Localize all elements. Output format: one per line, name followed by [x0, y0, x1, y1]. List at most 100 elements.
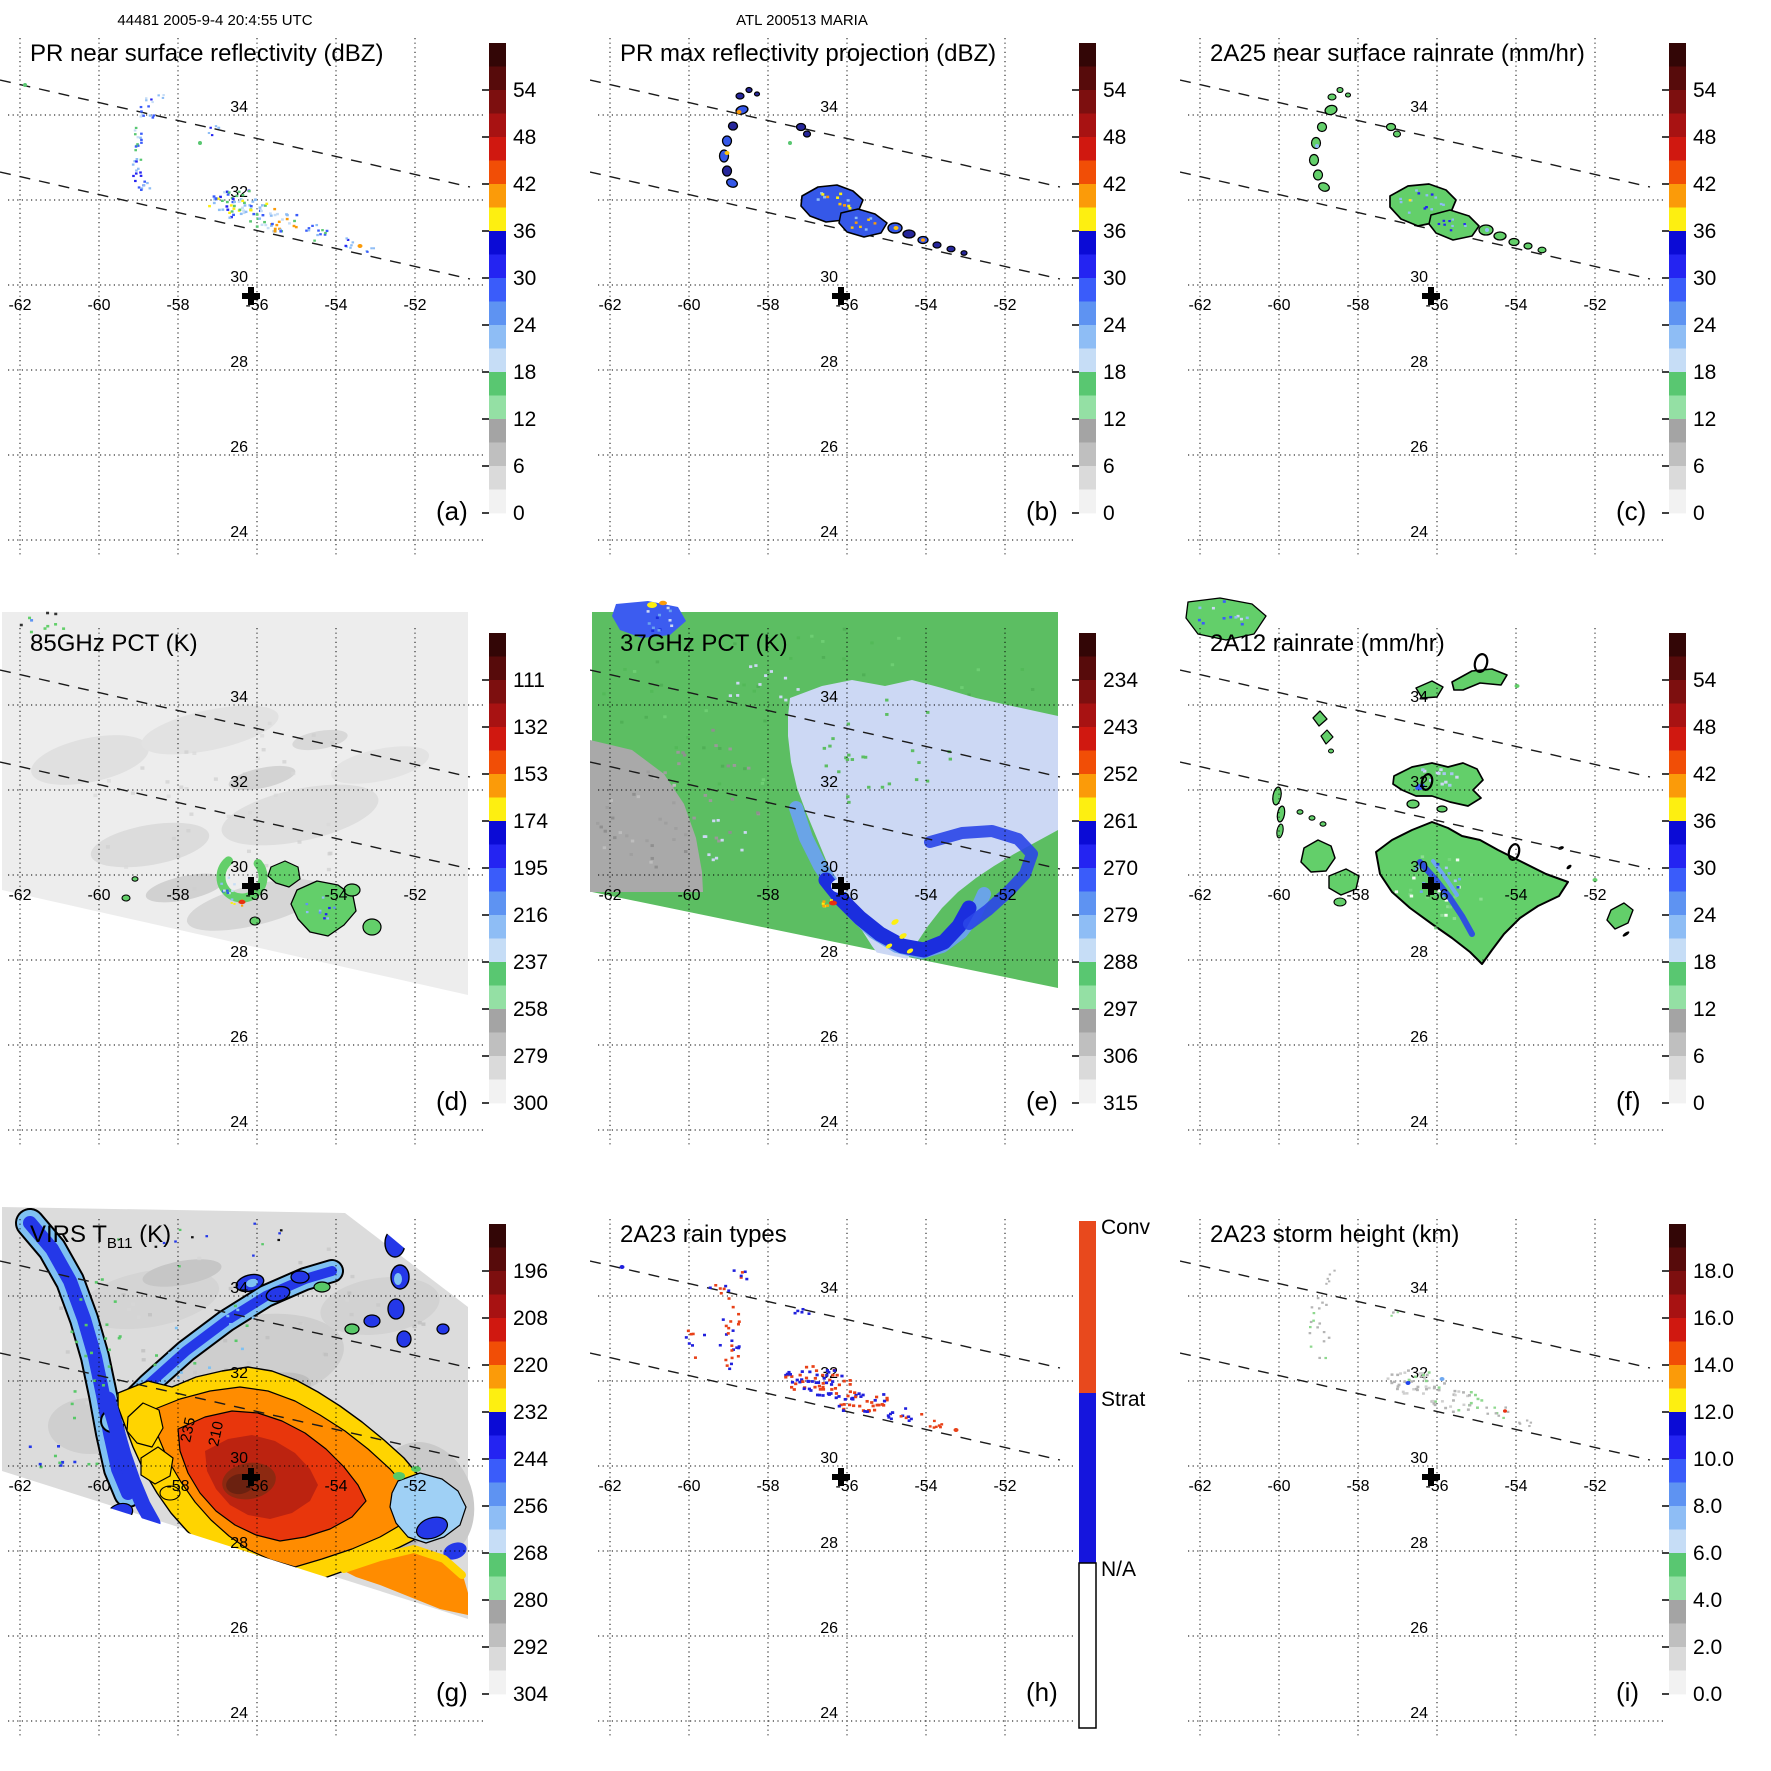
svg-text:24: 24 — [1693, 904, 1717, 927]
svg-text:-54: -54 — [1504, 887, 1527, 904]
svg-text:34: 34 — [820, 1280, 838, 1297]
svg-text:-52: -52 — [1583, 1478, 1606, 1495]
map-2a23-rain-types: -62-60-58-56-54-52343230282624ConvStratN… — [590, 1216, 1151, 1738]
svg-text:-58: -58 — [166, 297, 189, 314]
panel-title: 85GHz PCT (K) — [30, 630, 198, 657]
svg-text:297: 297 — [1103, 998, 1138, 1021]
svg-text:24: 24 — [513, 314, 537, 337]
svg-text:Strat: Strat — [1101, 1388, 1146, 1411]
svg-text:300: 300 — [513, 1092, 548, 1115]
svg-text:36: 36 — [1693, 810, 1716, 833]
svg-text:42: 42 — [1693, 173, 1716, 196]
svg-text:36: 36 — [1103, 220, 1126, 243]
svg-text:-54: -54 — [1504, 297, 1527, 314]
svg-text:54: 54 — [1103, 79, 1127, 102]
svg-text:-62: -62 — [8, 887, 31, 904]
svg-text:28: 28 — [230, 944, 248, 961]
svg-text:34: 34 — [820, 689, 838, 706]
svg-text:8.0: 8.0 — [1693, 1495, 1722, 1518]
svg-text:-62: -62 — [1188, 297, 1211, 314]
svg-text:-54: -54 — [324, 887, 347, 904]
svg-text:306: 306 — [1103, 1045, 1138, 1068]
svg-text:24: 24 — [1410, 1114, 1428, 1131]
svg-text:32: 32 — [230, 1365, 248, 1382]
svg-text:24: 24 — [1693, 314, 1717, 337]
svg-text:244: 244 — [513, 1448, 548, 1471]
svg-text:0: 0 — [1693, 502, 1705, 525]
svg-text:288: 288 — [1103, 951, 1138, 974]
svg-text:-58: -58 — [1346, 297, 1369, 314]
svg-text:-62: -62 — [8, 297, 31, 314]
svg-text:26: 26 — [1410, 439, 1428, 456]
svg-text:-52: -52 — [993, 297, 1016, 314]
panel-title: VIRS TB11 (K) — [30, 1221, 172, 1252]
map-2a25-rainrate: -62-60-58-56-54-523432302826245448423630… — [1180, 38, 1717, 557]
svg-text:261: 261 — [1103, 810, 1138, 833]
svg-text:24: 24 — [820, 1705, 838, 1722]
svg-text:28: 28 — [820, 354, 838, 371]
svg-text:32: 32 — [230, 774, 248, 791]
svg-text:-58: -58 — [1346, 1478, 1369, 1495]
svg-text:14.0: 14.0 — [1693, 1354, 1734, 1377]
svg-text:30: 30 — [230, 1450, 248, 1467]
svg-text:34: 34 — [230, 1280, 248, 1297]
svg-text:6: 6 — [1693, 455, 1705, 478]
panel-f: -62 -60 -58 -56 -54 -52 34 32 30 28 26 24 54 48 42 36 30… — [1180, 590, 1770, 1180]
svg-text:26: 26 — [230, 1620, 248, 1637]
svg-text:34: 34 — [230, 689, 248, 706]
panel-e: -62 -60 -58 -56 -54 -52 34 32 30 28 26 24 234 243 252 2… — [590, 590, 1180, 1180]
svg-text:30: 30 — [1410, 1450, 1428, 1467]
svg-text:-58: -58 — [756, 887, 779, 904]
svg-text:237: 237 — [513, 951, 548, 974]
svg-text:243: 243 — [1103, 716, 1138, 739]
panel-d: -62 -60 -58 -56 -54 -52 34 32 30 28 26 24 111 132 153 1… — [0, 590, 590, 1180]
svg-text:-60: -60 — [1267, 1478, 1290, 1495]
svg-text:-62: -62 — [1188, 1478, 1211, 1495]
svg-text:-60: -60 — [1267, 887, 1290, 904]
svg-text:10.0: 10.0 — [1693, 1448, 1734, 1471]
svg-text:210: 210 — [205, 1420, 227, 1448]
svg-text:36: 36 — [1693, 220, 1716, 243]
svg-text:N/A: N/A — [1101, 1558, 1136, 1581]
svg-text:-60: -60 — [87, 297, 110, 314]
svg-text:30: 30 — [1693, 267, 1716, 290]
panel-letter: (i) — [1616, 1677, 1640, 1707]
svg-text:270: 270 — [1103, 857, 1138, 880]
svg-text:-62: -62 — [8, 1478, 31, 1495]
storm-annotation: ATL 200513 MARIA — [736, 12, 868, 29]
svg-text:0.0: 0.0 — [1693, 1683, 1722, 1706]
svg-text:279: 279 — [1103, 904, 1138, 927]
svg-text:24: 24 — [1410, 524, 1428, 541]
svg-text:18: 18 — [1103, 361, 1126, 384]
svg-text:34: 34 — [1410, 689, 1428, 706]
svg-text:32: 32 — [1410, 774, 1428, 791]
svg-text:24: 24 — [1410, 1705, 1428, 1722]
svg-text:28: 28 — [820, 944, 838, 961]
panel-c: -62-60-58-56-54-523432302826245448423630… — [1180, 0, 1770, 590]
svg-text:132: 132 — [513, 716, 548, 739]
svg-text:-52: -52 — [1583, 887, 1606, 904]
svg-text:-62: -62 — [598, 887, 621, 904]
svg-text:252: 252 — [1103, 763, 1138, 786]
svg-text:42: 42 — [1693, 763, 1716, 786]
svg-text:220: 220 — [513, 1354, 548, 1377]
svg-text:-54: -54 — [914, 1478, 937, 1495]
panel-letter: (g) — [436, 1677, 468, 1707]
svg-text:0: 0 — [1103, 502, 1115, 525]
svg-text:30: 30 — [1103, 267, 1126, 290]
svg-text:18: 18 — [513, 361, 536, 384]
svg-text:28: 28 — [1410, 944, 1428, 961]
svg-text:-62: -62 — [1188, 887, 1211, 904]
svg-text:30: 30 — [820, 1450, 838, 1467]
panel-b: -62-60-58-56-54-523432302826245448423630… — [590, 0, 1180, 590]
svg-text:279: 279 — [513, 1045, 548, 1068]
svg-text:34: 34 — [230, 99, 248, 116]
svg-text:12.0: 12.0 — [1693, 1401, 1734, 1424]
panel-a: -62 -60 -58 -56 -54 -52 34 32 30 28 26 24 54 48 42 36 30… — [0, 0, 590, 590]
svg-text:18: 18 — [1693, 361, 1716, 384]
panel-title: 2A23 rain types — [620, 1221, 787, 1248]
svg-text:Conv: Conv — [1101, 1216, 1151, 1239]
svg-text:48: 48 — [513, 126, 536, 149]
panel-letter: (h) — [1026, 1677, 1058, 1707]
svg-text:153: 153 — [513, 763, 548, 786]
